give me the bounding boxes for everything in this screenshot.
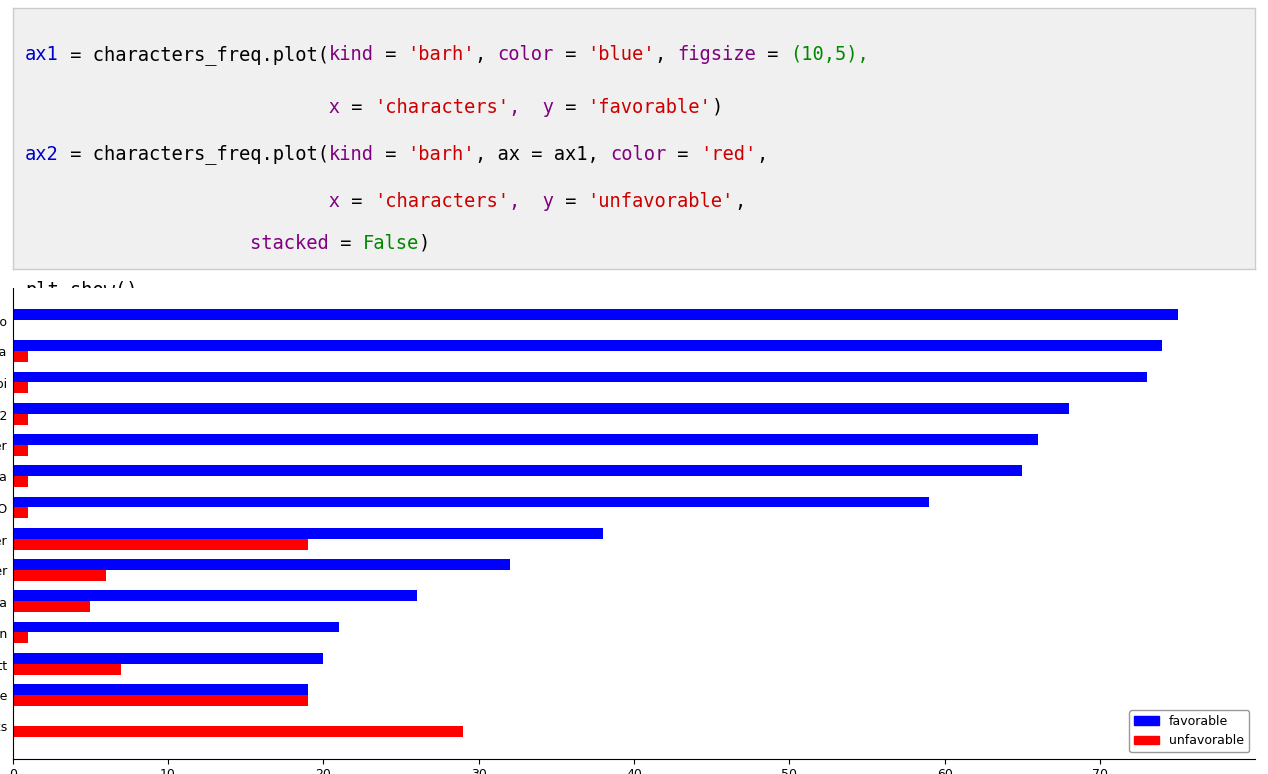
Bar	[13, 570, 105, 581]
Text: , ax = ax1,: , ax = ax1,	[476, 145, 610, 164]
Bar	[13, 539, 308, 550]
Text: ,: ,	[734, 192, 746, 211]
Bar	[13, 528, 604, 539]
Text: x: x	[25, 98, 340, 117]
Text: 'blue': 'blue'	[587, 46, 656, 64]
Legend: favorable, unfavorable: favorable, unfavorable	[1129, 710, 1249, 752]
Text: =: =	[340, 192, 374, 211]
Text: 'barh': 'barh'	[407, 46, 476, 64]
Text: =: =	[374, 145, 407, 164]
Text: stacked: stacked	[25, 234, 328, 252]
Bar	[13, 372, 1146, 382]
Bar	[13, 508, 28, 519]
Bar	[13, 652, 323, 663]
Bar	[13, 382, 28, 393]
Bar	[13, 402, 1069, 414]
Text: =: =	[554, 192, 587, 211]
Text: ): )	[418, 234, 430, 252]
Bar	[13, 351, 28, 362]
Text: plt.show(): plt.show()	[25, 281, 138, 300]
Text: ,: ,	[656, 46, 677, 64]
Text: 'red': 'red'	[700, 145, 756, 164]
Text: = characters_freq.plot(: = characters_freq.plot(	[58, 144, 328, 164]
Bar	[13, 663, 122, 675]
Text: False: False	[363, 234, 418, 252]
Text: x: x	[25, 192, 340, 211]
Text: (10,5),: (10,5),	[790, 46, 869, 64]
Text: kind: kind	[328, 145, 374, 164]
Text: =: =	[328, 234, 363, 252]
Text: =: =	[554, 46, 587, 64]
Text: =: =	[554, 98, 587, 117]
Text: 'barh': 'barh'	[407, 145, 476, 164]
Text: figsize: figsize	[677, 46, 756, 64]
Bar	[13, 695, 308, 706]
Text: ax2: ax2	[25, 145, 58, 164]
Text: =: =	[374, 46, 407, 64]
Bar	[13, 309, 1178, 320]
Bar	[13, 476, 28, 487]
Bar	[13, 591, 416, 601]
Text: 'unfavorable': 'unfavorable'	[587, 192, 734, 211]
Bar	[13, 497, 929, 508]
Bar	[13, 414, 28, 425]
Bar	[13, 559, 510, 570]
Text: color: color	[497, 46, 554, 64]
Text: ,  y: , y	[508, 98, 554, 117]
Text: 'characters': 'characters'	[374, 192, 508, 211]
Text: =: =	[667, 145, 700, 164]
Bar	[13, 684, 308, 695]
Bar	[13, 622, 339, 632]
Text: ): )	[711, 98, 723, 117]
Text: ,: ,	[476, 46, 497, 64]
Text: 'characters': 'characters'	[374, 98, 508, 117]
Text: =: =	[340, 98, 374, 117]
Text: = characters_freq.plot(: = characters_freq.plot(	[58, 45, 328, 65]
Bar	[13, 445, 28, 456]
Text: 'favorable': 'favorable'	[587, 98, 711, 117]
Bar	[13, 434, 1037, 445]
Text: ,: ,	[756, 145, 767, 164]
Text: =: =	[756, 46, 790, 64]
Bar	[13, 465, 1022, 476]
Text: color: color	[610, 145, 667, 164]
Text: kind: kind	[328, 46, 374, 64]
Text: ,  y: , y	[508, 192, 554, 211]
Bar	[13, 601, 90, 612]
Bar	[13, 726, 463, 737]
Text: ax1: ax1	[25, 46, 58, 64]
Bar	[13, 341, 1161, 351]
Bar	[13, 632, 28, 643]
